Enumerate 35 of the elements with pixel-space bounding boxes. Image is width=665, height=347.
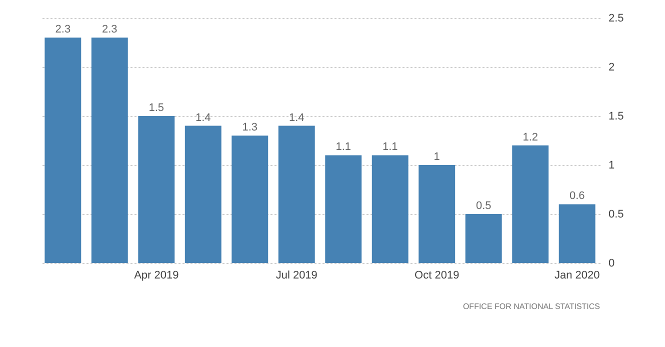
data-label: 0.5 [476,200,492,212]
bar [512,145,549,263]
x-tick-label: Jan 2020 [554,270,600,282]
bar [372,155,408,263]
x-tick-label: Jul 2019 [276,270,318,282]
data-label: 0.6 [569,190,585,202]
bar [184,126,222,263]
bar [465,214,502,263]
x-tick-label: Apr 2019 [134,270,179,282]
bar [558,204,596,263]
data-label: 2.3 [55,24,71,36]
bar [418,165,456,263]
data-label: 1.4 [195,112,211,124]
x-tick-label: Oct 2019 [414,270,460,282]
bar [278,126,315,263]
text: OFFICE FOR NATIONAL STATISTICS [462,302,600,311]
data-label: 1.3 [242,122,258,134]
data-label: 1.1 [336,141,352,154]
bar [325,155,362,263]
data-label: 2.3 [102,24,118,36]
data-label: 1.4 [288,112,304,124]
data-label: 1 [434,151,440,163]
y-tick-label: 2.5 [608,12,624,24]
y-tick-label: 0 [608,258,615,270]
data-label: 1.5 [148,102,164,114]
bar [44,38,82,263]
data-label: 1.1 [382,141,398,154]
y-tick-label: 0.5 [608,208,624,220]
bar [232,136,268,263]
y-tick-label: 2 [608,62,615,74]
bar [91,38,128,263]
y-tick-label: 1 [608,160,615,172]
data-label: 1.2 [522,131,538,144]
bar [138,116,175,263]
y-tick-label: 1.5 [608,110,624,122]
